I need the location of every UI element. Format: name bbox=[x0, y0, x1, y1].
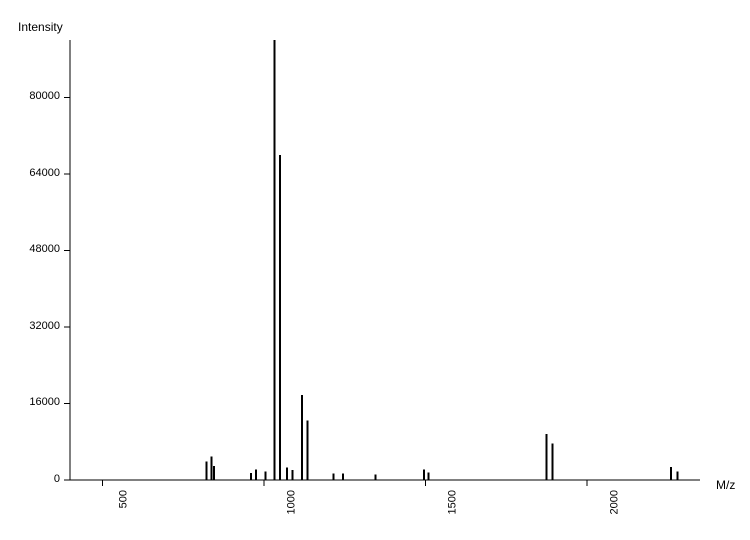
mass-spectrum-chart: Intensity M/z 01600032000480006400080000… bbox=[0, 0, 750, 540]
y-tick-label: 80000 bbox=[20, 90, 60, 102]
chart-svg bbox=[0, 0, 750, 540]
y-tick-label: 0 bbox=[20, 473, 60, 485]
y-tick-label: 16000 bbox=[20, 396, 60, 408]
x-tick-label: 1500 bbox=[447, 490, 459, 514]
x-tick-label: 2000 bbox=[608, 490, 620, 514]
x-tick-label: 1000 bbox=[285, 490, 297, 514]
y-tick-label: 48000 bbox=[20, 243, 60, 255]
y-tick-label: 64000 bbox=[20, 167, 60, 179]
x-tick-label: 500 bbox=[118, 490, 130, 508]
y-tick-label: 32000 bbox=[20, 320, 60, 332]
